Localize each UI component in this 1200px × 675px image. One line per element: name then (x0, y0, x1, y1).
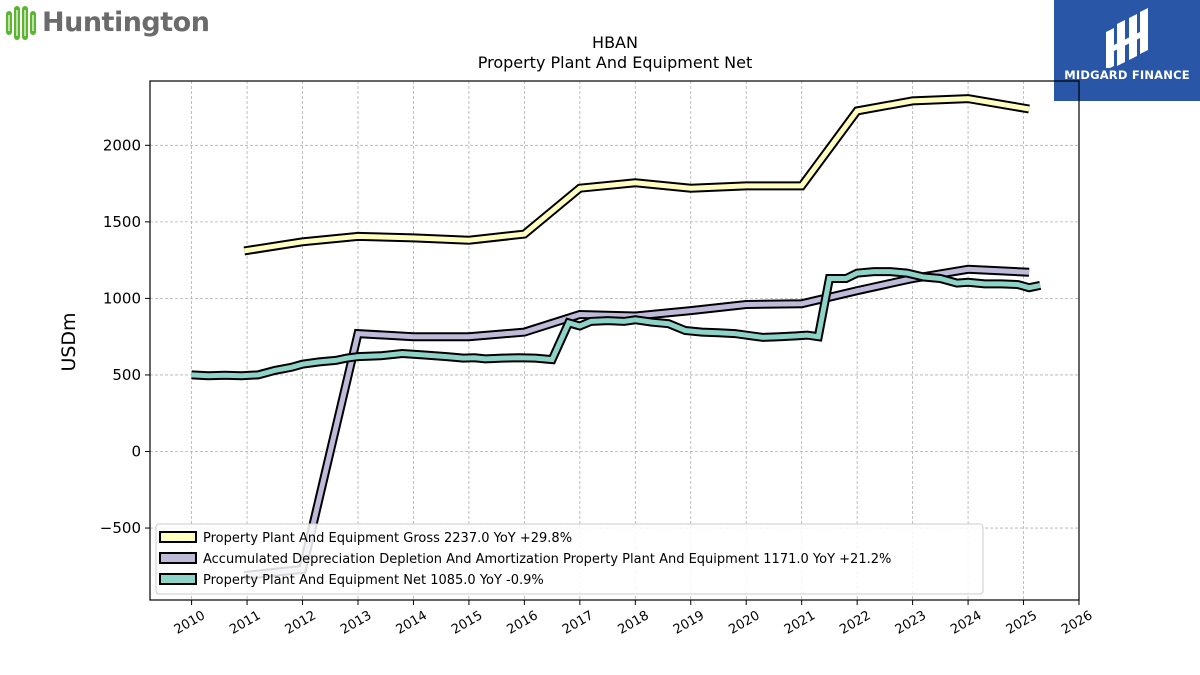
legend-box (155, 523, 984, 595)
x-tick-label: 2021 (782, 608, 818, 638)
x-tick-label: 2026 (1059, 608, 1095, 638)
y-tick-label: 1500 (103, 213, 141, 231)
midgard-brand-text: MIDGARD FINANCE (1064, 68, 1190, 82)
legend-label-3: Property Plant And Equipment Net 1085.0 … (203, 573, 544, 588)
y-tick-label: 500 (112, 366, 141, 384)
x-tick-label: 2016 (505, 608, 541, 638)
x-tick-label: 2011 (227, 608, 263, 638)
series-line-1 (243, 96, 1030, 254)
legend-label-2: Accumulated Depreciation Depletion And A… (203, 552, 891, 567)
x-tick-label: 2018 (615, 608, 651, 638)
x-tick-label: 2017 (560, 608, 596, 638)
x-tick-label: 2024 (948, 608, 984, 638)
grid (150, 81, 1080, 600)
x-tick-label: 2010 (172, 608, 208, 638)
legend-label-1: Property Plant And Equipment Gross 2237.… (203, 531, 572, 546)
y-tick-label: −500 (100, 519, 141, 537)
x-tick-label: 2012 (283, 608, 319, 638)
x-tick-label: 2015 (449, 608, 485, 638)
huntington-leaf-icon (6, 6, 36, 40)
x-tick-label: 2020 (726, 608, 762, 638)
y-tick-label: 1000 (103, 289, 141, 307)
legend-swatch-3 (159, 573, 197, 585)
series-line-3 (191, 269, 1041, 379)
plot-frame (149, 80, 1080, 601)
series-layer (191, 94, 1042, 580)
chart-title: HBAN (592, 33, 638, 52)
legend-swatch-2 (159, 552, 197, 564)
chart-subtitle: Property Plant And Equipment Net (478, 53, 753, 72)
legend-swatch-1 (159, 531, 197, 543)
huntington-logo: Huntington (4, 4, 210, 42)
series-outline-1 (243, 94, 1030, 256)
huntington-wordmark: Huntington (42, 7, 210, 38)
x-tick-label: 2013 (338, 608, 374, 638)
x-axis: 2010 2011 2012 2013 2014 2015 2016 2017 2018 2019… (172, 600, 1095, 638)
x-tick-label: 2022 (837, 608, 873, 638)
x-tick-label: 2019 (671, 608, 707, 638)
y-axis-label: USDm (58, 312, 80, 371)
x-tick-label: 2025 (1004, 608, 1040, 638)
y-tick-label: 2000 (103, 136, 141, 154)
midgard-finance-logo: MIDGARD FINANCE (1054, 0, 1200, 101)
midgard-monogram-icon (1106, 8, 1148, 68)
x-tick-label: 2023 (893, 608, 929, 638)
y-tick-label: 0 (131, 442, 141, 460)
legend: Property Plant And Equipment Gross 2237.… (155, 523, 984, 595)
y-axis: −500 0 500 1000 1500 2000 (100, 136, 150, 537)
x-tick-label: 2014 (394, 608, 430, 638)
